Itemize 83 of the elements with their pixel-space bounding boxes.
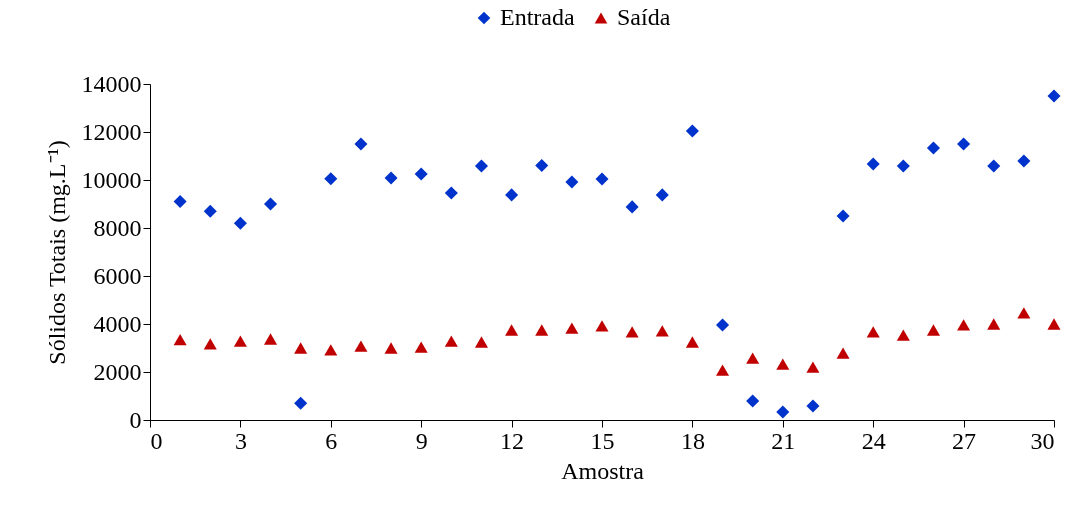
- point: [625, 326, 639, 338]
- y-axis-title: Sólidos Totais (mg.L⁻¹): [43, 140, 70, 365]
- point: [354, 340, 368, 352]
- point: [565, 175, 579, 189]
- point: [444, 186, 458, 200]
- x-tick-label: 30: [1030, 427, 1055, 454]
- point: [595, 172, 609, 186]
- point: [866, 326, 880, 338]
- point: [836, 209, 850, 223]
- point: [987, 159, 1001, 173]
- point: [776, 358, 790, 370]
- point: [776, 405, 790, 419]
- point: [324, 344, 338, 356]
- point: [655, 188, 669, 202]
- point: [264, 197, 278, 211]
- x-tick-label: 6: [325, 427, 338, 454]
- y-tick-label: 4000: [93, 310, 142, 337]
- point: [716, 364, 730, 376]
- point: [203, 338, 217, 350]
- y-tick-label: 0: [129, 406, 142, 433]
- point: [746, 352, 760, 364]
- point: [926, 324, 940, 336]
- point: [565, 322, 579, 334]
- point: [474, 336, 488, 348]
- x-tick-label: 3: [234, 427, 247, 454]
- point: [264, 333, 278, 345]
- x-tick-label: 12: [500, 427, 525, 454]
- point: [685, 124, 699, 138]
- point: [233, 335, 247, 347]
- point: [384, 342, 398, 354]
- point: [896, 329, 910, 341]
- y-tick-label: 2000: [93, 358, 142, 385]
- point: [535, 324, 549, 336]
- x-tick-label: 21: [771, 427, 796, 454]
- point: [957, 137, 971, 151]
- x-tick-label: 18: [680, 427, 705, 454]
- point: [414, 341, 428, 353]
- point: [1047, 318, 1061, 330]
- y-tick-label: 14000: [81, 70, 142, 97]
- point: [444, 335, 458, 347]
- point: [233, 216, 247, 230]
- x-axis-title: Amostra: [561, 457, 645, 484]
- point: [655, 325, 669, 337]
- point: [746, 394, 760, 408]
- point: [806, 361, 820, 373]
- point: [414, 167, 428, 181]
- point: [474, 159, 488, 173]
- point: [173, 195, 187, 209]
- x-tick-label: 24: [861, 427, 886, 454]
- legend-label: Saída: [617, 4, 671, 30]
- point: [836, 347, 850, 359]
- point: [173, 333, 187, 346]
- point: [957, 319, 971, 331]
- y-tick-label: 8000: [93, 214, 142, 241]
- point: [294, 396, 308, 410]
- point: [716, 318, 730, 332]
- point: [1017, 307, 1031, 319]
- point: [384, 171, 398, 185]
- point: [324, 172, 338, 186]
- x-tick-label: 0: [150, 427, 163, 454]
- y-tick-label: 10000: [81, 166, 142, 193]
- point: [987, 318, 1001, 330]
- x-tick-label: 15: [590, 427, 615, 454]
- legend-label: Entrada: [500, 4, 575, 30]
- point: [926, 141, 940, 155]
- point: [685, 336, 699, 348]
- point: [806, 399, 820, 413]
- point: [625, 200, 639, 214]
- point: [1047, 89, 1061, 103]
- point: [203, 204, 217, 218]
- point: [896, 159, 910, 173]
- x-tick-label: 27: [952, 427, 977, 454]
- point: [866, 157, 880, 171]
- x-tick-label: 9: [415, 427, 428, 454]
- point: [595, 320, 609, 332]
- y-tick-label: 6000: [93, 262, 142, 289]
- point: [505, 324, 519, 336]
- point: [505, 188, 519, 202]
- point: [294, 342, 308, 354]
- y-tick-label: 12000: [81, 118, 142, 145]
- point: [354, 137, 368, 151]
- point: [1017, 154, 1031, 168]
- point: [535, 159, 549, 173]
